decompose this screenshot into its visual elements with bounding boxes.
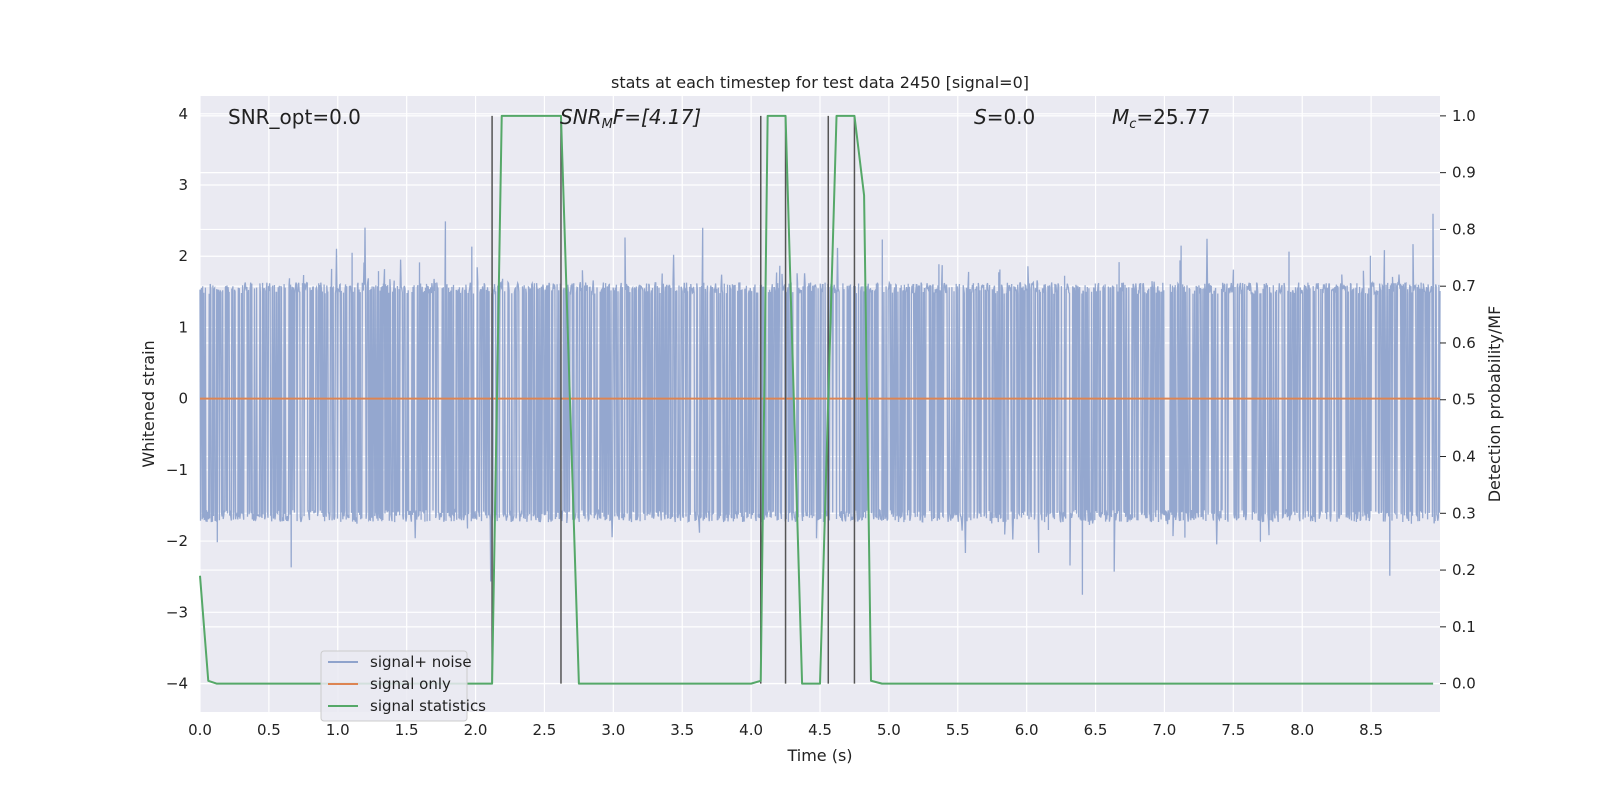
y-right-axis-title: Detection probability/MF [1485,306,1504,503]
x-tick-label: 3.5 [670,721,694,739]
y-right-tick-label: 0.3 [1452,504,1476,522]
annotation-mc-rest: =25.77 [1136,105,1210,129]
series-signal-plus-noise [199,213,1441,595]
annotation-snr-mf-sub: M [602,117,613,132]
x-tick-label: 6.0 [1015,721,1039,739]
annotation-mc-sub: c [1129,117,1136,132]
y-left-tick-label: 4 [178,105,188,123]
y-right-tick-label: 0.1 [1452,618,1476,636]
x-tick-label: 2.0 [464,721,488,739]
noise-trace [199,213,1441,595]
chart-title: stats at each timestep for test data 245… [611,73,1029,92]
annotation-snr-mf: SNRMF=[4.17] [560,105,701,132]
x-tick-label: 8.5 [1359,721,1383,739]
y-left-tick-label: −3 [166,603,188,621]
legend-box [320,650,468,722]
annotation-s-rest: =0.0 [987,105,1036,129]
x-tick-label: 2.5 [533,721,557,739]
annotation-mc-main: M [1112,105,1129,129]
x-tick-label: 6.5 [1084,721,1108,739]
x-tick-label: 1.0 [326,721,350,739]
annotation-mc: Mc=25.77 [1112,105,1210,132]
annotation-snr-mf-main: SNR [560,105,602,129]
legend-label-signal-only: signal only [370,675,451,693]
y-left-tick-label: 0 [178,390,188,408]
x-axis-title: Time (s) [786,746,852,765]
y-right-tick-label: 0.8 [1452,220,1476,238]
x-tick-label: 7.5 [1221,721,1245,739]
x-tick-label: 7.0 [1153,721,1177,739]
annotation-s: S=0.0 [974,105,1035,129]
x-tick-label: 4.0 [739,721,763,739]
legend-label-statistics: signal statistics [370,697,486,715]
legend-label-noise: signal+ noise [370,653,472,671]
y-right-tick-label: 0.0 [1452,675,1476,693]
y-right-tick-label: 0.9 [1452,164,1476,182]
y-left-tick-label: 3 [178,176,188,194]
x-tick-label: 5.5 [946,721,970,739]
y-right-axis-ticks: 1.0 0.9 0.8 0.7 0.6 0.5 0.4 0.3 0.2 0.1 0.0 [1440,107,1476,693]
annotation-snr-opt: SNR_opt=0.0 [228,105,361,129]
x-tick-label: 1.5 [395,721,419,739]
y-right-tick-label: 0.4 [1452,448,1476,466]
y-left-axis-title: Whitened strain [139,340,158,467]
x-tick-label: 8.0 [1290,721,1314,739]
x-tick-label: 0.0 [188,721,212,739]
y-left-axis-ticks: 4 3 2 1 0 −1 −2 −3 −4 [166,105,188,693]
annotation-s-main: S [974,105,987,129]
annotation-snr-mf-rest: F=[4.17] [613,105,701,129]
y-left-tick-label: −2 [166,532,188,550]
y-right-tick-label: 0.5 [1452,391,1476,409]
x-tick-label: 3.0 [601,721,625,739]
x-tick-label: 4.5 [808,721,832,739]
y-left-tick-label: 2 [178,247,188,265]
y-left-tick-label: 1 [178,318,188,336]
y-right-tick-label: 1.0 [1452,107,1476,125]
y-left-tick-label: −4 [166,675,188,693]
x-tick-label: 0.5 [257,721,281,739]
x-axis-ticks: 0.0 0.5 1.0 1.5 2.0 2.5 3.0 3.5 4.0 4.5 5.0 5.5 6.0 6… [188,721,1383,739]
y-left-tick-label: −1 [166,461,188,479]
legend: signal+ noise signal only signal statist… [320,650,486,722]
y-right-tick-label: 0.2 [1452,561,1476,579]
x-tick-label: 5.0 [877,721,901,739]
y-right-tick-label: 0.6 [1452,334,1476,352]
y-right-tick-label: 0.7 [1452,277,1476,295]
